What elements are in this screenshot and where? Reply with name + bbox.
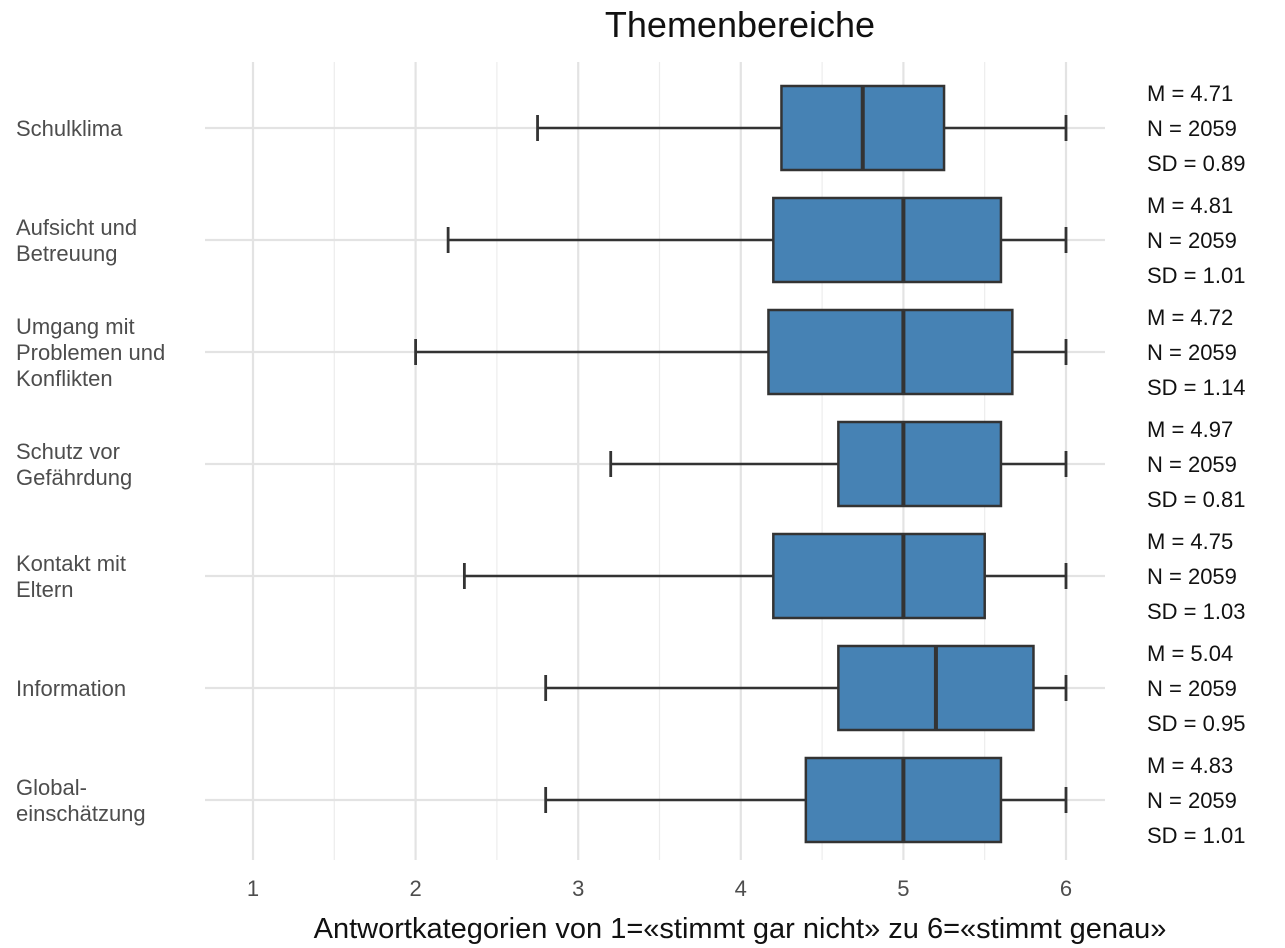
stat-mean: M = 4.72 bbox=[1147, 305, 1233, 330]
category-label-line: Gefährdung bbox=[16, 465, 132, 490]
stat-annotations: M = 4.71 N = 2059 SD = 0.89 M = 4.81 N = 205… bbox=[1147, 81, 1245, 848]
stat-mean: M = 4.83 bbox=[1147, 753, 1233, 778]
x-tick-label: 2 bbox=[409, 876, 421, 901]
stat-mean: M = 5.04 bbox=[1147, 641, 1233, 666]
stat-mean: M = 4.75 bbox=[1147, 529, 1233, 554]
category-label-line: Problemen und bbox=[16, 340, 165, 365]
stat-n: N = 2059 bbox=[1147, 788, 1237, 813]
category-label-line: einschätzung bbox=[16, 801, 146, 826]
category-label: Aufsicht und Betreuung bbox=[16, 215, 137, 266]
box-group bbox=[544, 756, 1068, 844]
box bbox=[772, 196, 1003, 284]
box-group bbox=[609, 420, 1068, 508]
stat-n: N = 2059 bbox=[1147, 452, 1237, 477]
box-group bbox=[544, 644, 1068, 732]
stat-n: N = 2059 bbox=[1147, 340, 1237, 365]
category-label-line: Global- bbox=[16, 775, 87, 800]
box-group bbox=[536, 84, 1068, 172]
x-axis-ticks: 1 2 3 4 5 6 bbox=[247, 876, 1072, 901]
stat-n: N = 2059 bbox=[1147, 676, 1237, 701]
box bbox=[767, 308, 1014, 396]
stat-mean: M = 4.71 bbox=[1147, 81, 1233, 106]
category-label-line: Betreuung bbox=[16, 241, 118, 266]
x-axis-label: Antwortkategorien von 1=«stimmt gar nich… bbox=[314, 913, 1167, 945]
stat-sd: SD = 0.89 bbox=[1147, 151, 1245, 176]
stat-mean: M = 4.97 bbox=[1147, 417, 1233, 442]
stat-sd: SD = 1.01 bbox=[1147, 823, 1245, 848]
stat-n: N = 2059 bbox=[1147, 116, 1237, 141]
box bbox=[837, 420, 1003, 508]
box-group bbox=[446, 196, 1068, 284]
stat-n: N = 2059 bbox=[1147, 564, 1237, 589]
category-label-line: Eltern bbox=[16, 577, 73, 602]
category-label-line: Schutz vor bbox=[16, 439, 120, 464]
stat-sd: SD = 1.03 bbox=[1147, 599, 1245, 624]
x-tick-label: 5 bbox=[897, 876, 909, 901]
category-label-line: Konflikten bbox=[16, 366, 113, 391]
chart-title: Themenbereiche bbox=[605, 4, 875, 45]
category-label: Umgang mit Problemen und Konflikten bbox=[16, 314, 165, 391]
category-label-line: Umgang mit bbox=[16, 314, 135, 339]
y-axis-labels: Schulklima Aufsicht und Betreuung Umgang mi… bbox=[16, 116, 165, 826]
category-label-line: Kontakt mit bbox=[16, 551, 126, 576]
category-label: Information bbox=[16, 676, 126, 701]
stat-n: N = 2059 bbox=[1147, 228, 1237, 253]
category-label: Schutz vor Gefährdung bbox=[16, 439, 132, 490]
stat-sd: SD = 0.81 bbox=[1147, 487, 1245, 512]
category-label-line: Information bbox=[16, 676, 126, 701]
x-tick-label: 6 bbox=[1060, 876, 1072, 901]
category-label-line: Aufsicht und bbox=[16, 215, 137, 240]
category-label: Kontakt mit Eltern bbox=[16, 551, 126, 602]
box-marks bbox=[414, 84, 1068, 844]
x-tick-label: 1 bbox=[247, 876, 259, 901]
box bbox=[772, 532, 986, 620]
stat-sd: SD = 0.95 bbox=[1147, 711, 1245, 736]
box-group bbox=[462, 532, 1068, 620]
box-group bbox=[414, 308, 1068, 396]
x-tick-label: 3 bbox=[572, 876, 584, 901]
x-tick-label: 4 bbox=[735, 876, 747, 901]
category-label: Schulklima bbox=[16, 116, 123, 141]
category-label: Global-einschätzung bbox=[16, 775, 146, 826]
stat-sd: SD = 1.01 bbox=[1147, 263, 1245, 288]
category-label-line: Schulklima bbox=[16, 116, 123, 141]
stat-sd: SD = 1.14 bbox=[1147, 375, 1245, 400]
stat-mean: M = 4.81 bbox=[1147, 193, 1233, 218]
